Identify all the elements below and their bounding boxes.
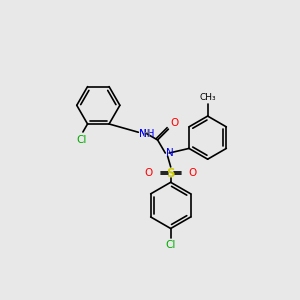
Text: CH₃: CH₃ [199, 93, 216, 102]
Text: H: H [143, 129, 151, 139]
Text: S: S [167, 167, 175, 180]
Text: O: O [170, 118, 178, 128]
Text: O: O [188, 168, 197, 178]
Text: O: O [145, 168, 153, 178]
Text: Cl: Cl [166, 240, 176, 250]
Text: N: N [139, 129, 147, 139]
Text: Cl: Cl [76, 135, 87, 145]
Text: NH: NH [139, 129, 154, 139]
Text: N: N [166, 148, 174, 158]
